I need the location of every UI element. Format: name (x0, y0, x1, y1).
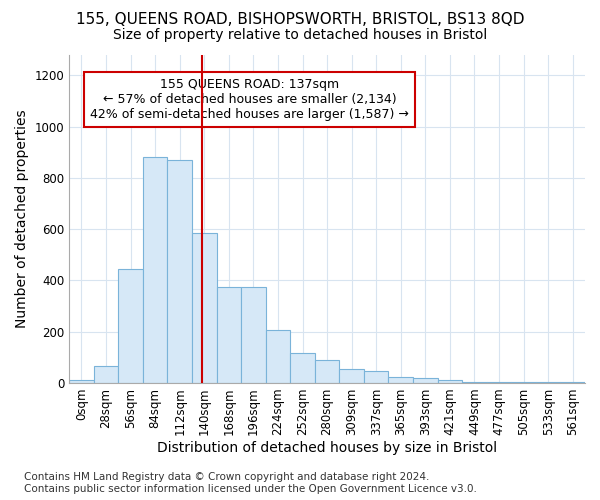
Y-axis label: Number of detached properties: Number of detached properties (15, 110, 29, 328)
Bar (94, 366, 118, 383)
Bar (462, 382, 487, 383)
Bar (388, 378, 413, 383)
Text: 155 QUEENS ROAD: 137sqm
← 57% of detached houses are smaller (2,134)
42% of semi: 155 QUEENS ROAD: 137sqm ← 57% of detache… (90, 78, 409, 121)
Text: 155, QUEENS ROAD, BISHOPSWORTH, BRISTOL, BS13 8QD: 155, QUEENS ROAD, BISHOPSWORTH, BRISTOL,… (76, 12, 524, 28)
Bar (217, 287, 241, 383)
Text: Size of property relative to detached houses in Bristol: Size of property relative to detached ho… (113, 28, 487, 42)
Bar (536, 382, 560, 383)
Bar (118, 269, 143, 383)
Bar (364, 372, 388, 383)
Bar (167, 160, 192, 383)
Bar (487, 382, 511, 383)
Bar (192, 233, 217, 383)
X-axis label: Distribution of detached houses by size in Bristol: Distribution of detached houses by size … (157, 441, 497, 455)
Bar (143, 158, 167, 383)
Bar (69, 380, 94, 383)
Bar (290, 354, 315, 383)
Text: Contains HM Land Registry data © Crown copyright and database right 2024.
Contai: Contains HM Land Registry data © Crown c… (24, 472, 477, 494)
Bar (413, 378, 437, 383)
Bar (511, 382, 536, 383)
Bar (340, 369, 364, 383)
Bar (437, 380, 462, 383)
Bar (560, 382, 585, 383)
Bar (266, 330, 290, 383)
Bar (241, 287, 266, 383)
Bar (315, 360, 340, 383)
